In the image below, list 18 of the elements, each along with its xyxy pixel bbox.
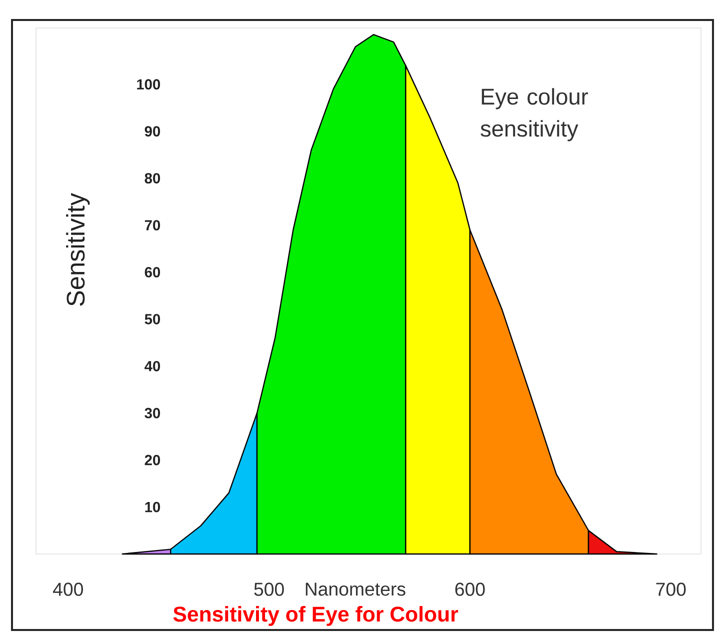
y-tick-label: 70 (144, 220, 160, 230)
x-tick-label: 500 (254, 582, 284, 596)
text: Eye colour sensitivity (480, 88, 588, 142)
x-axis-title: Nanometers (306, 582, 406, 596)
y-tick-label: 30 (144, 408, 160, 418)
y-tick-label: 60 (144, 267, 160, 278)
text: Sensitivity of Eye for Colour (173, 606, 458, 626)
y-tick-label: 40 (144, 360, 160, 372)
y-tick-label: 50 (144, 314, 160, 324)
y-tick-label: 80 (144, 173, 160, 184)
y-tick-label: 20 (144, 454, 160, 466)
y-tick-label: 90 (144, 126, 160, 137)
x-tick-label: 600 (455, 582, 485, 596)
x-tick-label: 400 (53, 582, 83, 596)
y-tick-label: 100 (137, 79, 160, 90)
y-axis-title: Sensitivity (66, 193, 90, 306)
y-tick-label: 10 (145, 502, 160, 512)
x-tick-label: 700 (656, 582, 686, 596)
